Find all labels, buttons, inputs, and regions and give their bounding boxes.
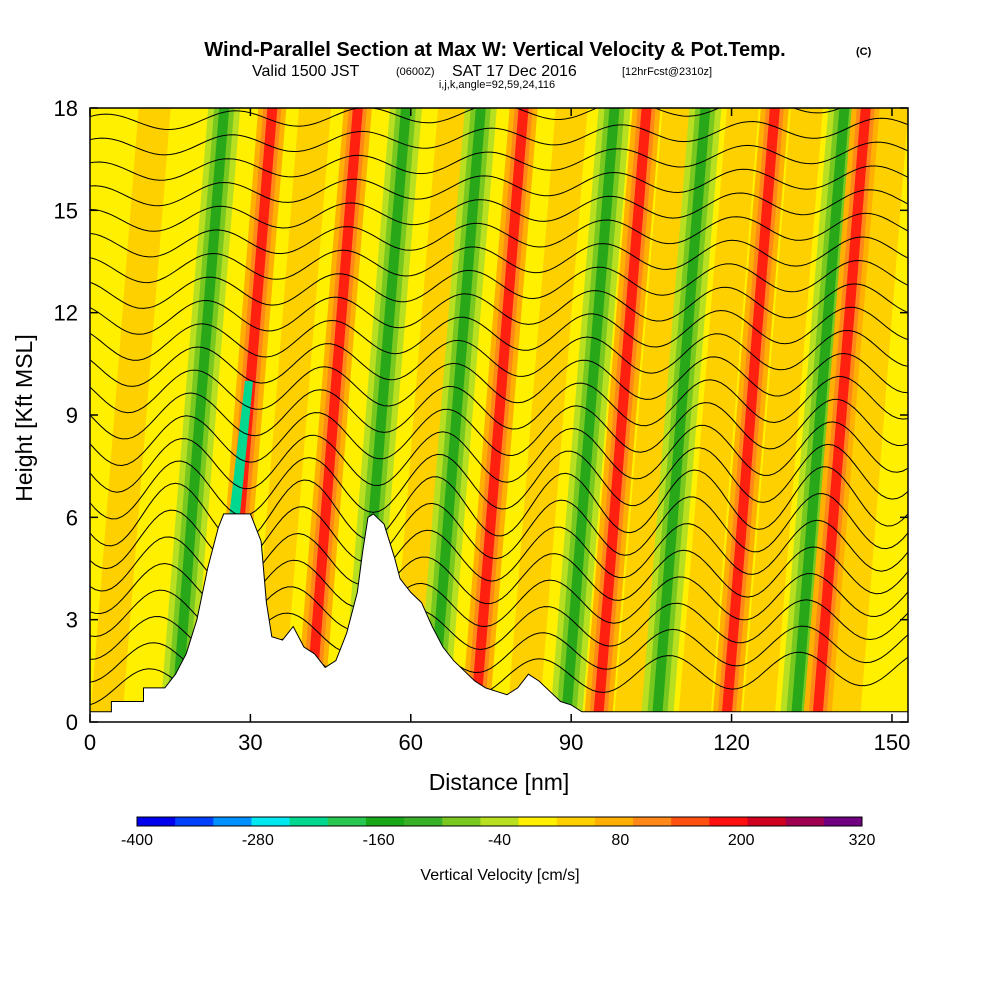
orange-region (742, 108, 823, 722)
updraft-band-core (469, 108, 529, 722)
x-axis-label: Distance [nm] (429, 769, 570, 795)
x-tick-label: 60 (399, 730, 423, 755)
colorbar-label: Vertical Velocity [cm/s] (420, 867, 579, 884)
colorbar-swatch (213, 817, 252, 826)
downdraft-band-core (790, 108, 850, 722)
colorbar-swatch (442, 817, 481, 826)
y-tick-label: 3 (66, 608, 78, 633)
downdraft-band-core (651, 108, 711, 722)
theta-contour (90, 189, 908, 232)
orange-region (827, 108, 908, 722)
x-tick-label: 90 (559, 730, 583, 755)
theta-contour (90, 329, 908, 387)
theta-contour (90, 165, 908, 207)
theta-contour (90, 375, 908, 440)
x-tick-label: 150 (874, 730, 911, 755)
orange-region (90, 108, 171, 722)
theta-contour (90, 283, 908, 335)
y-tick-label: 9 (66, 403, 78, 428)
theta-contour (90, 259, 908, 309)
orange-region (613, 108, 695, 722)
theta-contour (90, 117, 908, 156)
theta-contour (90, 443, 908, 520)
orange-region (507, 108, 588, 722)
theta-contours (90, 108, 908, 706)
downdraft-band-core (427, 108, 486, 722)
y-tick-label: 6 (66, 505, 78, 530)
plot-area (90, 108, 908, 722)
y-tick-label: 18 (54, 96, 78, 121)
theta-contour (90, 236, 908, 284)
chart-subtitle-main: Valid 1500 JST (252, 63, 360, 80)
x-axis: 0 30 60 90 120 150 (84, 108, 910, 755)
colorbar-ticks: -400 -280 -160 -40 80 200 320 (121, 832, 875, 849)
y-tick-label: 12 (54, 301, 78, 326)
colorbar-frame (136, 816, 863, 827)
colorbar-swatch (633, 817, 672, 826)
theta-contour (90, 421, 908, 493)
y-axis-label: Height [Kft MSL] (11, 334, 37, 501)
y-axis: 0 3 6 9 12 15 18 (54, 96, 908, 735)
colorbar-swatch (289, 817, 329, 826)
theta-contour (90, 108, 843, 131)
colorbar-swatch (785, 817, 825, 826)
x-tick-label: 120 (713, 730, 750, 755)
chart-subtitle-params: i,j,k,angle=92,59,24,116 (439, 79, 555, 91)
colorbar-swatch (251, 817, 291, 826)
theta-contour (90, 398, 908, 467)
x-tick-label: 30 (238, 730, 262, 755)
downdraft-band-core (170, 108, 230, 722)
y-tick-label: 15 (54, 198, 78, 223)
downdraft-band-core (560, 108, 620, 722)
colorbar-tick-label: -160 (363, 832, 395, 849)
chart-subtitle-date: SAT 17 Dec 2016 (452, 63, 577, 80)
x-tick-label: 0 (84, 730, 96, 755)
orange-region (389, 108, 471, 722)
title-suffix: (C) (856, 46, 872, 58)
colorbar-swatch (823, 817, 863, 826)
colorbar-swatch (518, 817, 558, 826)
colorbar-swatch (137, 817, 176, 826)
colorbar-swatch (327, 817, 367, 826)
orange-region (250, 108, 332, 722)
colorbar-swatch (365, 817, 405, 826)
colorbar-tick-label: 80 (611, 832, 629, 849)
colorbar-swatch (480, 817, 520, 826)
colorbar (136, 816, 863, 827)
updraft-band-core (812, 108, 871, 722)
theta-contour (90, 212, 908, 258)
colorbar-swatch (594, 817, 634, 826)
theta-contour (90, 352, 908, 414)
chart-subtitle-fcst: [12hrFcst@2310z] (622, 66, 712, 78)
chart-subtitle-utc: (0600Z) (396, 66, 435, 78)
strong-downdraft (229, 380, 254, 518)
colorbar-swatch (404, 817, 443, 826)
chart-title: Wind-Parallel Section at Max W: Vertical… (204, 39, 785, 61)
updraft-band-core (721, 108, 780, 722)
colorbar-swatch (175, 817, 214, 826)
colorbar-swatch (709, 817, 749, 826)
colorbar-tick-label: -400 (121, 832, 153, 849)
orange-region (678, 108, 759, 722)
colorbar-tick-label: -40 (488, 832, 511, 849)
terrain-mask (90, 513, 908, 722)
y-tick-label: 0 (66, 710, 78, 735)
colorbar-tick-label: 200 (728, 832, 755, 849)
colorbar-swatch (671, 817, 710, 826)
colorbar-tick-label: 320 (849, 832, 876, 849)
theta-contour (90, 306, 908, 361)
colorbar-swatch (556, 817, 596, 826)
updraft-band-core (304, 108, 363, 722)
colorbar-swatch (747, 817, 787, 826)
colorbar-tick-label: -280 (242, 832, 274, 849)
theta-contour (90, 141, 908, 181)
